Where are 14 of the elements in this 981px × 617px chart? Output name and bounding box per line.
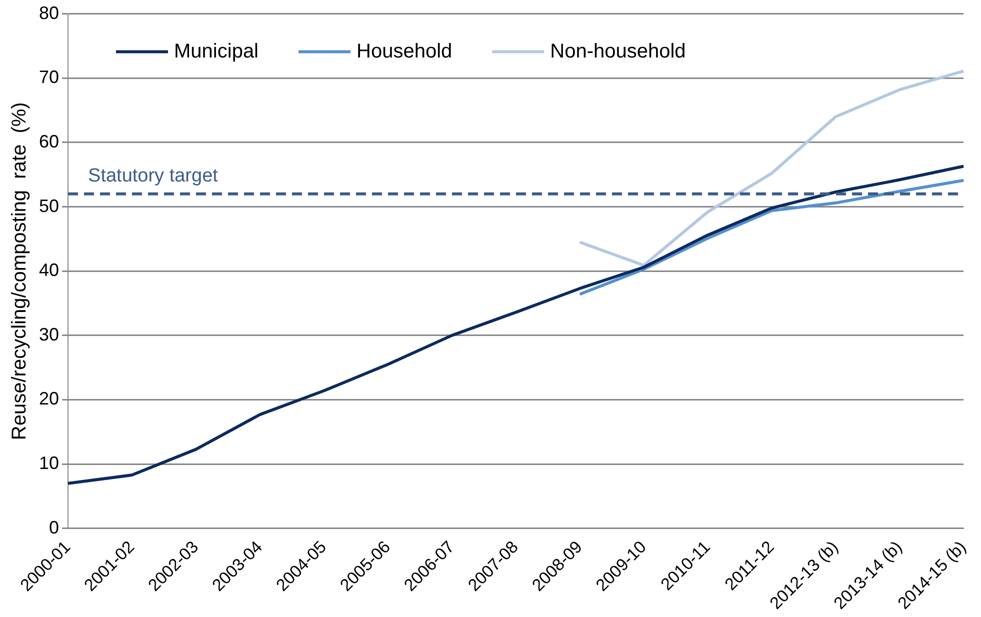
ref-line-label: Statutory target <box>88 166 219 187</box>
legend-label: Household <box>356 40 452 62</box>
y-tick-label: 0 <box>49 517 60 538</box>
y-tick-label: 30 <box>38 324 60 344</box>
y-tick-label: 70 <box>38 67 60 88</box>
y-tick-label: 20 <box>38 388 60 409</box>
y-axis-title: Reuse/recycling/composting rate (%) <box>8 102 31 440</box>
y-tick-label: 40 <box>38 260 60 280</box>
y-tick-label: 80 <box>38 2 60 23</box>
y-tick-label: 60 <box>38 131 60 152</box>
y-tick-label: 10 <box>38 453 60 474</box>
legend-label: Municipal <box>174 40 259 62</box>
y-tick-label: 50 <box>38 196 60 216</box>
legend-label: Non-household <box>550 40 686 62</box>
